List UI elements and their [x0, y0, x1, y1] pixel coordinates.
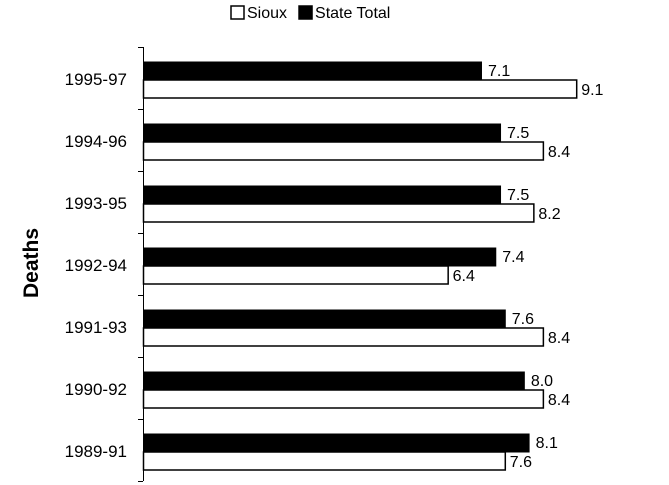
y-tick-label: 1993-95 [65, 194, 127, 213]
legend: Sioux State Total [230, 5, 390, 22]
bar-state-total [143, 123, 502, 143]
legend-swatch [298, 5, 313, 20]
bar-state-total [143, 433, 530, 453]
data-label-state-total: 7.6 [512, 311, 534, 328]
data-label-sioux: 9.1 [581, 82, 603, 99]
y-axis-label: Deaths [20, 228, 43, 298]
bar-state-total [143, 309, 506, 329]
legend-label: Sioux [247, 5, 287, 22]
data-label-sioux: 7.6 [510, 454, 532, 471]
y-tick-label: 1995-97 [65, 70, 127, 89]
data-label-state-total: 8.0 [531, 373, 553, 390]
data-label-state-total: 7.1 [488, 63, 510, 80]
legend-label: State Total [315, 5, 390, 22]
bar-sioux [142, 141, 545, 161]
bar-sioux [142, 327, 545, 347]
bar-state-total [143, 247, 497, 267]
bar-sioux [142, 389, 545, 409]
data-label-sioux: 8.4 [548, 144, 570, 161]
data-label-state-total: 8.1 [536, 435, 558, 452]
data-label-sioux: 8.4 [548, 392, 570, 409]
data-label-sioux: 8.2 [538, 206, 560, 223]
y-tick-label: 1992-94 [65, 256, 127, 275]
bar-sioux [142, 203, 535, 223]
bar-sioux [142, 451, 507, 471]
bar-sioux [142, 79, 578, 99]
bar-state-total [143, 61, 482, 81]
legend-swatch [230, 5, 245, 20]
data-label-sioux: 8.4 [548, 330, 570, 347]
data-label-state-total: 7.5 [507, 187, 529, 204]
plot-area: 1995-97 7.1 9.1 1994-96 7.5 8.4 1993-95 7.5 8.2 1… [65, 47, 604, 482]
bar-state-total [143, 371, 525, 391]
data-label-state-total: 7.5 [507, 125, 529, 142]
bar-state-total [143, 185, 502, 205]
y-tick-label: 1994-96 [65, 132, 127, 151]
data-label-sioux: 6.4 [453, 268, 475, 285]
data-label-state-total: 7.4 [502, 249, 524, 266]
bar-sioux [142, 265, 449, 285]
y-tick-label: 1989-91 [65, 442, 127, 461]
y-tick-label: 1991-93 [65, 318, 127, 337]
y-tick-label: 1990-92 [65, 380, 127, 399]
